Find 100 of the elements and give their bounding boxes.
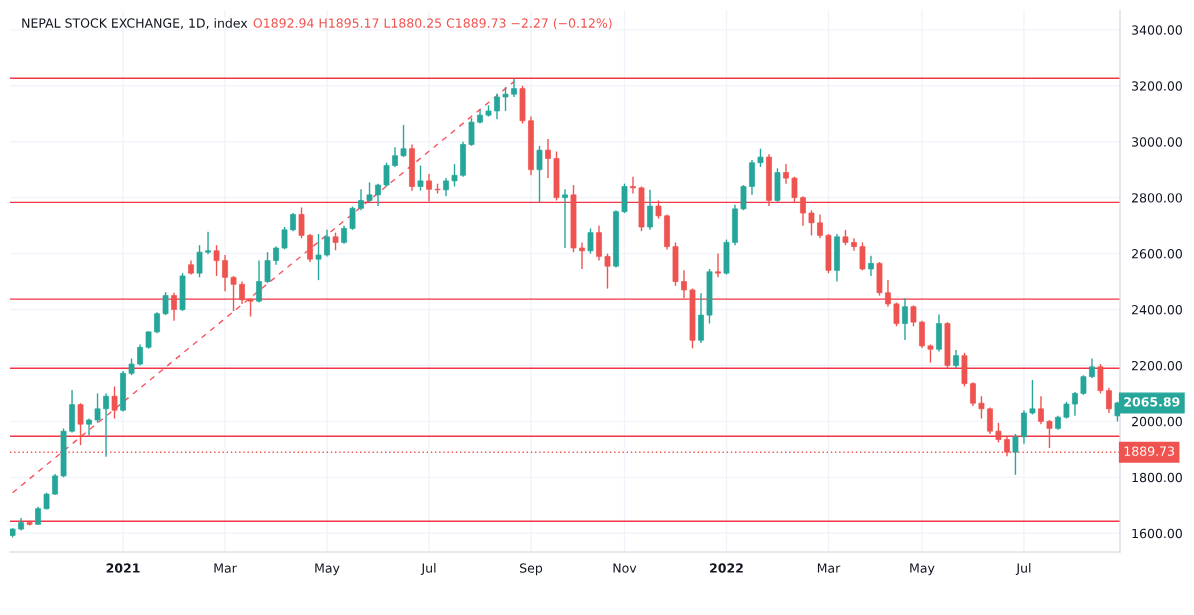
x-tick-label: May xyxy=(910,563,935,576)
candlestick xyxy=(77,402,84,446)
x-tick-label: 2021 xyxy=(106,563,140,573)
candlestick xyxy=(1012,433,1019,476)
x-tick-label: Jul xyxy=(420,563,436,576)
candlestick xyxy=(995,422,1002,444)
candlestick xyxy=(681,269,687,300)
candlestick xyxy=(103,392,109,458)
y-tick-label: 2800.00 xyxy=(1132,193,1182,203)
candlestick xyxy=(536,145,543,204)
candlestick xyxy=(494,92,500,121)
candlestick xyxy=(851,237,857,252)
y-tick-label: 3400.00 xyxy=(1132,25,1182,35)
candlestick xyxy=(256,259,262,304)
y-tick-label: 2400.00 xyxy=(1132,305,1182,315)
candlestick xyxy=(35,505,41,526)
candlestick xyxy=(885,279,891,308)
candlestick xyxy=(1046,419,1053,449)
candlestick xyxy=(341,224,347,245)
candlestick xyxy=(655,199,662,220)
candlestick xyxy=(366,181,373,204)
candlestick xyxy=(162,291,169,316)
candlestick xyxy=(443,177,449,197)
x-tick-label: Sep xyxy=(520,563,543,576)
y-tick-label: 3200.00 xyxy=(1132,81,1182,91)
candlestick xyxy=(290,212,296,232)
candlestick xyxy=(502,86,509,112)
candlestick xyxy=(1021,409,1027,445)
candlestick xyxy=(868,255,874,277)
candlestick xyxy=(1097,363,1104,395)
candlestick xyxy=(468,117,475,147)
candlestick xyxy=(349,205,356,231)
x-tick-label: Mar xyxy=(214,563,237,573)
y-tick-label: 2200.00 xyxy=(1132,360,1182,371)
candlestick xyxy=(1106,387,1112,414)
candlestick xyxy=(111,385,118,420)
candlestick xyxy=(324,229,330,258)
candlestick xyxy=(426,173,432,203)
candlestick xyxy=(800,195,806,227)
candlestick xyxy=(579,241,585,270)
candlestick xyxy=(1038,395,1044,425)
candlestick xyxy=(196,244,203,279)
text: 2065.89 xyxy=(1124,397,1180,407)
x-tick-label: May xyxy=(315,563,340,576)
candlestick xyxy=(647,189,653,231)
candlestick xyxy=(987,406,993,435)
candlestick xyxy=(927,343,934,364)
candlestick xyxy=(358,188,364,211)
candlestick xyxy=(791,175,798,204)
candlestick xyxy=(596,224,602,262)
y-tick-label: 2000.00 xyxy=(1132,416,1182,427)
candlestick xyxy=(239,280,245,305)
y-tick-label: 2600.00 xyxy=(1132,249,1182,259)
y-tick-label: 1600.00 xyxy=(1132,528,1182,539)
x-tick-label: Mar xyxy=(817,563,841,573)
candlestick xyxy=(783,163,789,185)
x-tick-label: Jul xyxy=(1015,563,1031,576)
candlestick xyxy=(953,349,959,369)
candlestick xyxy=(562,188,568,249)
candlestick xyxy=(1072,391,1078,417)
candlestick xyxy=(970,381,976,407)
candlestick xyxy=(94,392,101,424)
candlestick xyxy=(247,297,254,318)
candlestick xyxy=(400,124,407,158)
text: NEPAL STOCK EXCHANGE, 1D, index xyxy=(22,18,248,30)
candlestick xyxy=(910,304,917,328)
candlestick xyxy=(808,209,815,237)
candlestick xyxy=(298,206,305,239)
candlestick xyxy=(604,252,611,290)
y-tick-label: 1800.00 xyxy=(1132,472,1182,483)
candlestick xyxy=(1080,374,1087,396)
candlestick xyxy=(213,244,220,277)
candlestick xyxy=(757,148,764,168)
candlestick xyxy=(417,164,424,192)
candlestick xyxy=(1089,357,1095,379)
candlestick xyxy=(749,159,755,196)
candlestick xyxy=(630,175,636,195)
candlestick xyxy=(715,252,721,279)
candlestick xyxy=(1029,379,1036,416)
y-tick-label: 3000.00 xyxy=(1132,137,1182,147)
text: O1892.94 H1895.17 L1880.25 C1889.73 −2.27 (−0.12%) xyxy=(253,18,612,30)
candlestick xyxy=(817,213,823,239)
candlestick xyxy=(307,233,313,263)
candlestick xyxy=(545,138,551,179)
candlestick xyxy=(52,473,58,496)
candlestick xyxy=(587,227,594,255)
candlestick xyxy=(859,241,866,272)
ref-line-label: 1889.73 xyxy=(1124,446,1175,456)
candlestick xyxy=(205,231,211,255)
candlestick xyxy=(264,251,271,284)
candlestick xyxy=(315,233,322,281)
candlestick xyxy=(978,395,985,420)
candlestick xyxy=(451,163,458,188)
candlestick xyxy=(222,254,228,293)
candlestick xyxy=(740,184,747,211)
x-tick-label: 2022 xyxy=(710,563,743,573)
candlestick xyxy=(230,275,237,312)
candlestick xyxy=(919,320,925,349)
candlestick xyxy=(392,146,398,168)
candlestick xyxy=(171,292,177,322)
